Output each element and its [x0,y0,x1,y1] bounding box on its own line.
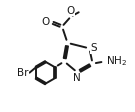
Text: O: O [42,17,50,27]
Text: Br: Br [17,68,28,78]
Text: O: O [67,6,75,16]
Text: S: S [90,43,97,53]
Text: N: N [73,73,81,83]
Text: NH$_2$: NH$_2$ [106,55,127,68]
